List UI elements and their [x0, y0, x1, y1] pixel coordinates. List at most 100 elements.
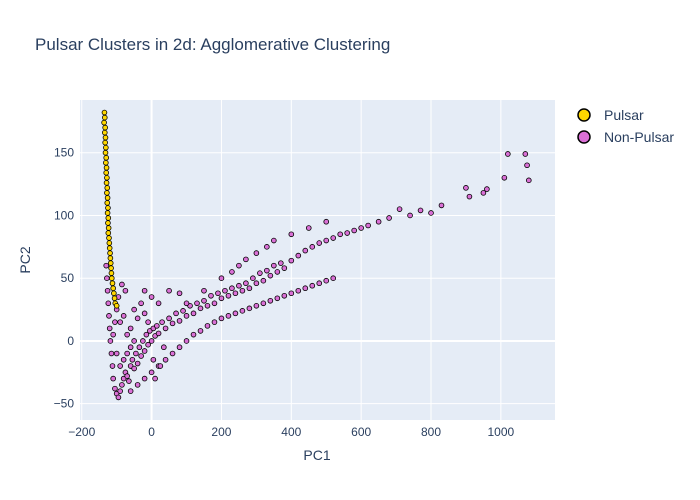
data-point: [211, 319, 218, 325]
data-point: [141, 310, 148, 317]
data-point: [105, 215, 112, 221]
data-point: [106, 325, 113, 332]
data-point: [204, 303, 211, 309]
data-point: [501, 175, 508, 181]
data-point: [229, 269, 235, 275]
data-point: [173, 310, 179, 317]
data-point: [134, 315, 141, 322]
data-point: [466, 193, 473, 200]
data-point: [218, 275, 225, 281]
data-point: [215, 290, 221, 297]
data-point: [115, 394, 122, 401]
data-point: [105, 205, 111, 211]
data-point: [119, 281, 125, 288]
data-point: [288, 231, 295, 238]
data-point: [105, 300, 112, 307]
chart-title: Pulsar Clusters in 2d: Agglomerative Clu…: [35, 35, 390, 54]
data-point: [107, 250, 113, 256]
data-points: [101, 109, 532, 401]
data-point: [358, 225, 364, 231]
data-point: [463, 185, 469, 191]
data-point: [260, 300, 267, 307]
data-point: [150, 356, 157, 363]
data-point: [124, 350, 130, 357]
x-tick-label: 1000: [488, 425, 515, 439]
data-point: [246, 305, 253, 312]
data-point: [222, 287, 228, 294]
data-point: [407, 212, 413, 219]
data-point: [106, 313, 112, 319]
data-point: [104, 190, 110, 196]
data-point: [148, 369, 155, 376]
data-point: [159, 319, 165, 325]
data-point: [107, 338, 114, 344]
data-point: [281, 292, 288, 299]
data-point: [103, 144, 109, 151]
y-tick-label: 150: [54, 146, 74, 160]
data-point: [309, 244, 316, 250]
data-point: [143, 331, 150, 338]
data-point: [103, 154, 109, 161]
grid: [80, 100, 555, 420]
data-point: [232, 310, 239, 317]
data-point: [274, 295, 281, 302]
data-point: [257, 270, 263, 276]
series-pulsar: [101, 109, 120, 309]
data-point: [155, 330, 162, 337]
data-point: [108, 275, 115, 281]
data-point: [264, 244, 270, 250]
legend[interactable]: Pulsar Non-Pulsar: [577, 107, 674, 145]
data-point: [162, 356, 169, 363]
data-point: [323, 277, 330, 284]
data-point: [162, 325, 169, 332]
data-point: [113, 350, 120, 357]
data-point: [169, 350, 176, 357]
data-point: [243, 256, 249, 263]
legend-label: Non-Pulsar: [604, 129, 674, 145]
data-point: [176, 290, 183, 297]
legend-item-non-pulsar[interactable]: Non-Pulsar: [577, 129, 674, 145]
data-point: [104, 185, 111, 191]
data-point: [110, 331, 116, 338]
data-point: [309, 282, 316, 289]
legend-item-pulsar[interactable]: Pulsar: [577, 107, 644, 123]
data-point: [110, 375, 116, 382]
data-point: [111, 290, 117, 297]
data-point: [267, 297, 274, 304]
data-point: [127, 325, 134, 332]
data-point: [250, 275, 256, 281]
data-point: [438, 202, 445, 209]
data-point: [124, 331, 130, 338]
data-point: [157, 363, 164, 369]
data-point: [344, 230, 350, 236]
data-point: [111, 295, 118, 302]
data-point: [396, 206, 403, 212]
x-tick-label: 800: [421, 425, 441, 439]
data-point: [136, 344, 143, 351]
data-point: [253, 280, 260, 287]
data-point: [225, 292, 232, 299]
data-point: [117, 319, 123, 325]
data-point: [386, 215, 392, 221]
data-point: [375, 218, 382, 225]
y-tick-label: 50: [61, 271, 75, 285]
data-point: [104, 195, 111, 201]
data-point: [204, 323, 211, 329]
x-tick-label: 0: [148, 425, 155, 439]
data-point: [108, 270, 115, 276]
data-point: [176, 318, 183, 324]
data-point: [278, 260, 284, 266]
data-point: [104, 275, 110, 281]
data-point: [103, 169, 109, 176]
data-point: [103, 164, 110, 171]
data-point: [155, 300, 162, 307]
data-point: [505, 151, 511, 157]
data-point: [351, 227, 357, 234]
data-point: [201, 287, 207, 294]
data-point: [112, 385, 118, 392]
data-point: [316, 280, 323, 287]
data-point: [102, 149, 109, 156]
data-point: [295, 287, 302, 294]
data-point: [526, 177, 532, 184]
data-point: [330, 275, 337, 281]
